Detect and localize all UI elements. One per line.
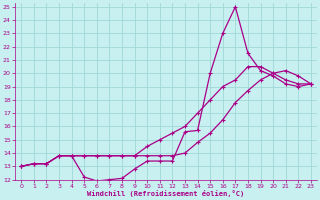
X-axis label: Windchill (Refroidissement éolien,°C): Windchill (Refroidissement éolien,°C) bbox=[87, 190, 245, 197]
